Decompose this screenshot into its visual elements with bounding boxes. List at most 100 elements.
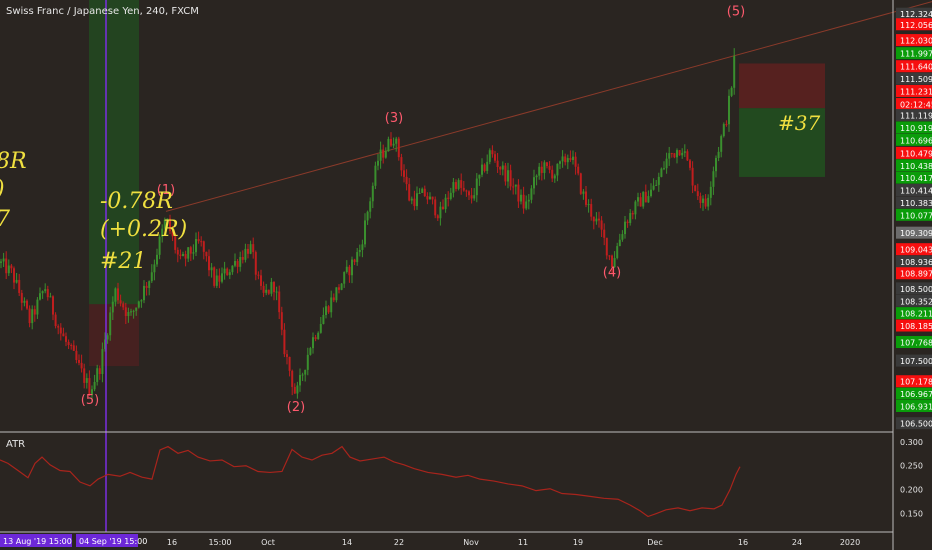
price-tick[interactable]: 02:12:45 [896, 98, 932, 111]
price-tick[interactable]: 110.414 [896, 184, 932, 197]
candle [514, 184, 517, 195]
price-tick[interactable]: 112.030 [896, 34, 932, 47]
candle-body [93, 381, 96, 390]
candle-body [709, 186, 712, 198]
candle-body [621, 234, 624, 240]
time-tick-label[interactable]: 11 [518, 538, 528, 547]
candle-body [707, 197, 710, 207]
price-tick[interactable]: 111.509 [896, 72, 932, 85]
candle [473, 188, 476, 201]
price-tick[interactable]: 106.967 [896, 387, 932, 400]
candle-body [351, 259, 353, 276]
candle [119, 294, 122, 307]
candle-body [483, 164, 486, 171]
price-tick-badge [896, 387, 932, 400]
price-tick[interactable]: 107.178 [896, 375, 932, 388]
candle-body [340, 283, 343, 290]
candle-body [527, 199, 530, 202]
price-tick[interactable]: 111.231 [896, 84, 932, 97]
trade-zones [89, 0, 825, 367]
candle-body [106, 335, 109, 340]
candle [195, 232, 197, 257]
candle [288, 356, 291, 377]
price-tick-label: 112.324 [900, 10, 932, 19]
price-tick[interactable]: 108.211 [896, 307, 932, 320]
candle [13, 266, 15, 290]
time-tick-label[interactable]: Dec [647, 538, 662, 547]
price-tick[interactable]: 109.309 [896, 226, 932, 239]
price-tick[interactable]: 108.936 [896, 255, 932, 268]
price-tick[interactable]: 108.500 [896, 282, 932, 295]
candle-body [637, 197, 639, 202]
candle [455, 179, 457, 192]
candle [114, 287, 117, 307]
price-tick[interactable]: 110.438 [896, 159, 932, 172]
price-tick[interactable]: 110.919 [896, 121, 932, 134]
price-tick[interactable]: 107.500 [896, 354, 932, 367]
candle-body [197, 238, 200, 242]
candle [499, 166, 502, 176]
candle [5, 251, 8, 280]
time-tick-label[interactable]: 14 [342, 538, 352, 547]
time-tick-label[interactable]: Oct [261, 538, 275, 547]
atr-tick-label[interactable]: 0.300 [900, 438, 923, 447]
candle-body [522, 194, 525, 209]
atr-axis[interactable]: 0.300 0.250 0.200 0.150 [900, 438, 923, 519]
atr-tick-label[interactable]: 0.150 [900, 510, 923, 519]
candle-body [499, 167, 502, 170]
time-tick-label[interactable]: Nov [463, 538, 479, 547]
candle [208, 249, 210, 277]
time-tick-label[interactable]: 2020 [840, 538, 860, 547]
price-tick[interactable]: 108.185 [896, 319, 932, 332]
candle-body [189, 247, 192, 254]
candle [59, 323, 62, 341]
price-tick[interactable]: 111.119 [896, 109, 932, 122]
trade-37-profit-zone [739, 108, 825, 177]
selected-date-badge[interactable]: 04 Sep '19 15:00 [76, 534, 147, 547]
time-tick-label[interactable]: 16 [167, 538, 177, 547]
time-tick-label[interactable]: 22 [394, 538, 404, 547]
candle-body [28, 308, 31, 324]
candle [161, 224, 164, 243]
price-tick[interactable]: 110.417 [896, 171, 932, 184]
candle [148, 280, 151, 296]
price-tick[interactable]: 108.352 [896, 294, 932, 307]
candle [353, 258, 356, 266]
atr-tick-label[interactable]: 0.200 [900, 486, 923, 495]
time-tick-label[interactable]: 24 [792, 538, 802, 547]
price-tick[interactable]: 106.931 [896, 399, 932, 412]
trade-21-label: -0.78R [100, 189, 173, 214]
candle-body [611, 255, 613, 268]
candle [644, 184, 647, 203]
candle-body [260, 275, 262, 286]
price-tick[interactable]: 109.043 [896, 243, 932, 256]
price-tick[interactable]: 106.500 [896, 417, 932, 430]
candle [49, 292, 52, 298]
candle [501, 161, 504, 176]
candle [158, 234, 161, 260]
price-tick[interactable]: 107.768 [896, 336, 932, 349]
price-axis[interactable]: 112.324 112.056 112.030 111.997 111.640 111.5… [896, 7, 932, 430]
price-tick[interactable]: 108.897 [896, 267, 932, 280]
price-tick[interactable]: 110.479 [896, 146, 932, 159]
time-tick-label[interactable]: 19 [573, 538, 583, 547]
price-tick[interactable]: 111.997 [896, 47, 932, 60]
candle [639, 192, 642, 207]
price-tick[interactable]: 110.383 [896, 196, 932, 209]
price-tick-badge [896, 417, 932, 430]
atr-tick-label[interactable]: 0.250 [900, 462, 923, 471]
price-tick[interactable]: 110.696 [896, 133, 932, 146]
price-tick[interactable]: 111.640 [896, 60, 932, 73]
selected-date-badge[interactable]: 13 Aug '19 15:00 [0, 534, 72, 547]
price-tick[interactable]: 112.056 [896, 18, 932, 31]
time-axis[interactable]: 16 15:00 Oct 14 22 Nov 11 19 Dec 16 24 2020 13 Aug '… [0, 534, 860, 547]
candle [483, 163, 486, 173]
time-tick-label[interactable]: 15:00 [208, 538, 231, 547]
price-tick[interactable]: 110.077 [896, 208, 932, 221]
candle-body [314, 337, 317, 339]
price-tick-label: 108.185 [900, 322, 932, 331]
candle-body [507, 170, 509, 182]
price-tick[interactable]: 112.324 [896, 7, 932, 20]
time-tick-label[interactable]: 16 [738, 538, 748, 547]
candle-body [512, 186, 515, 188]
